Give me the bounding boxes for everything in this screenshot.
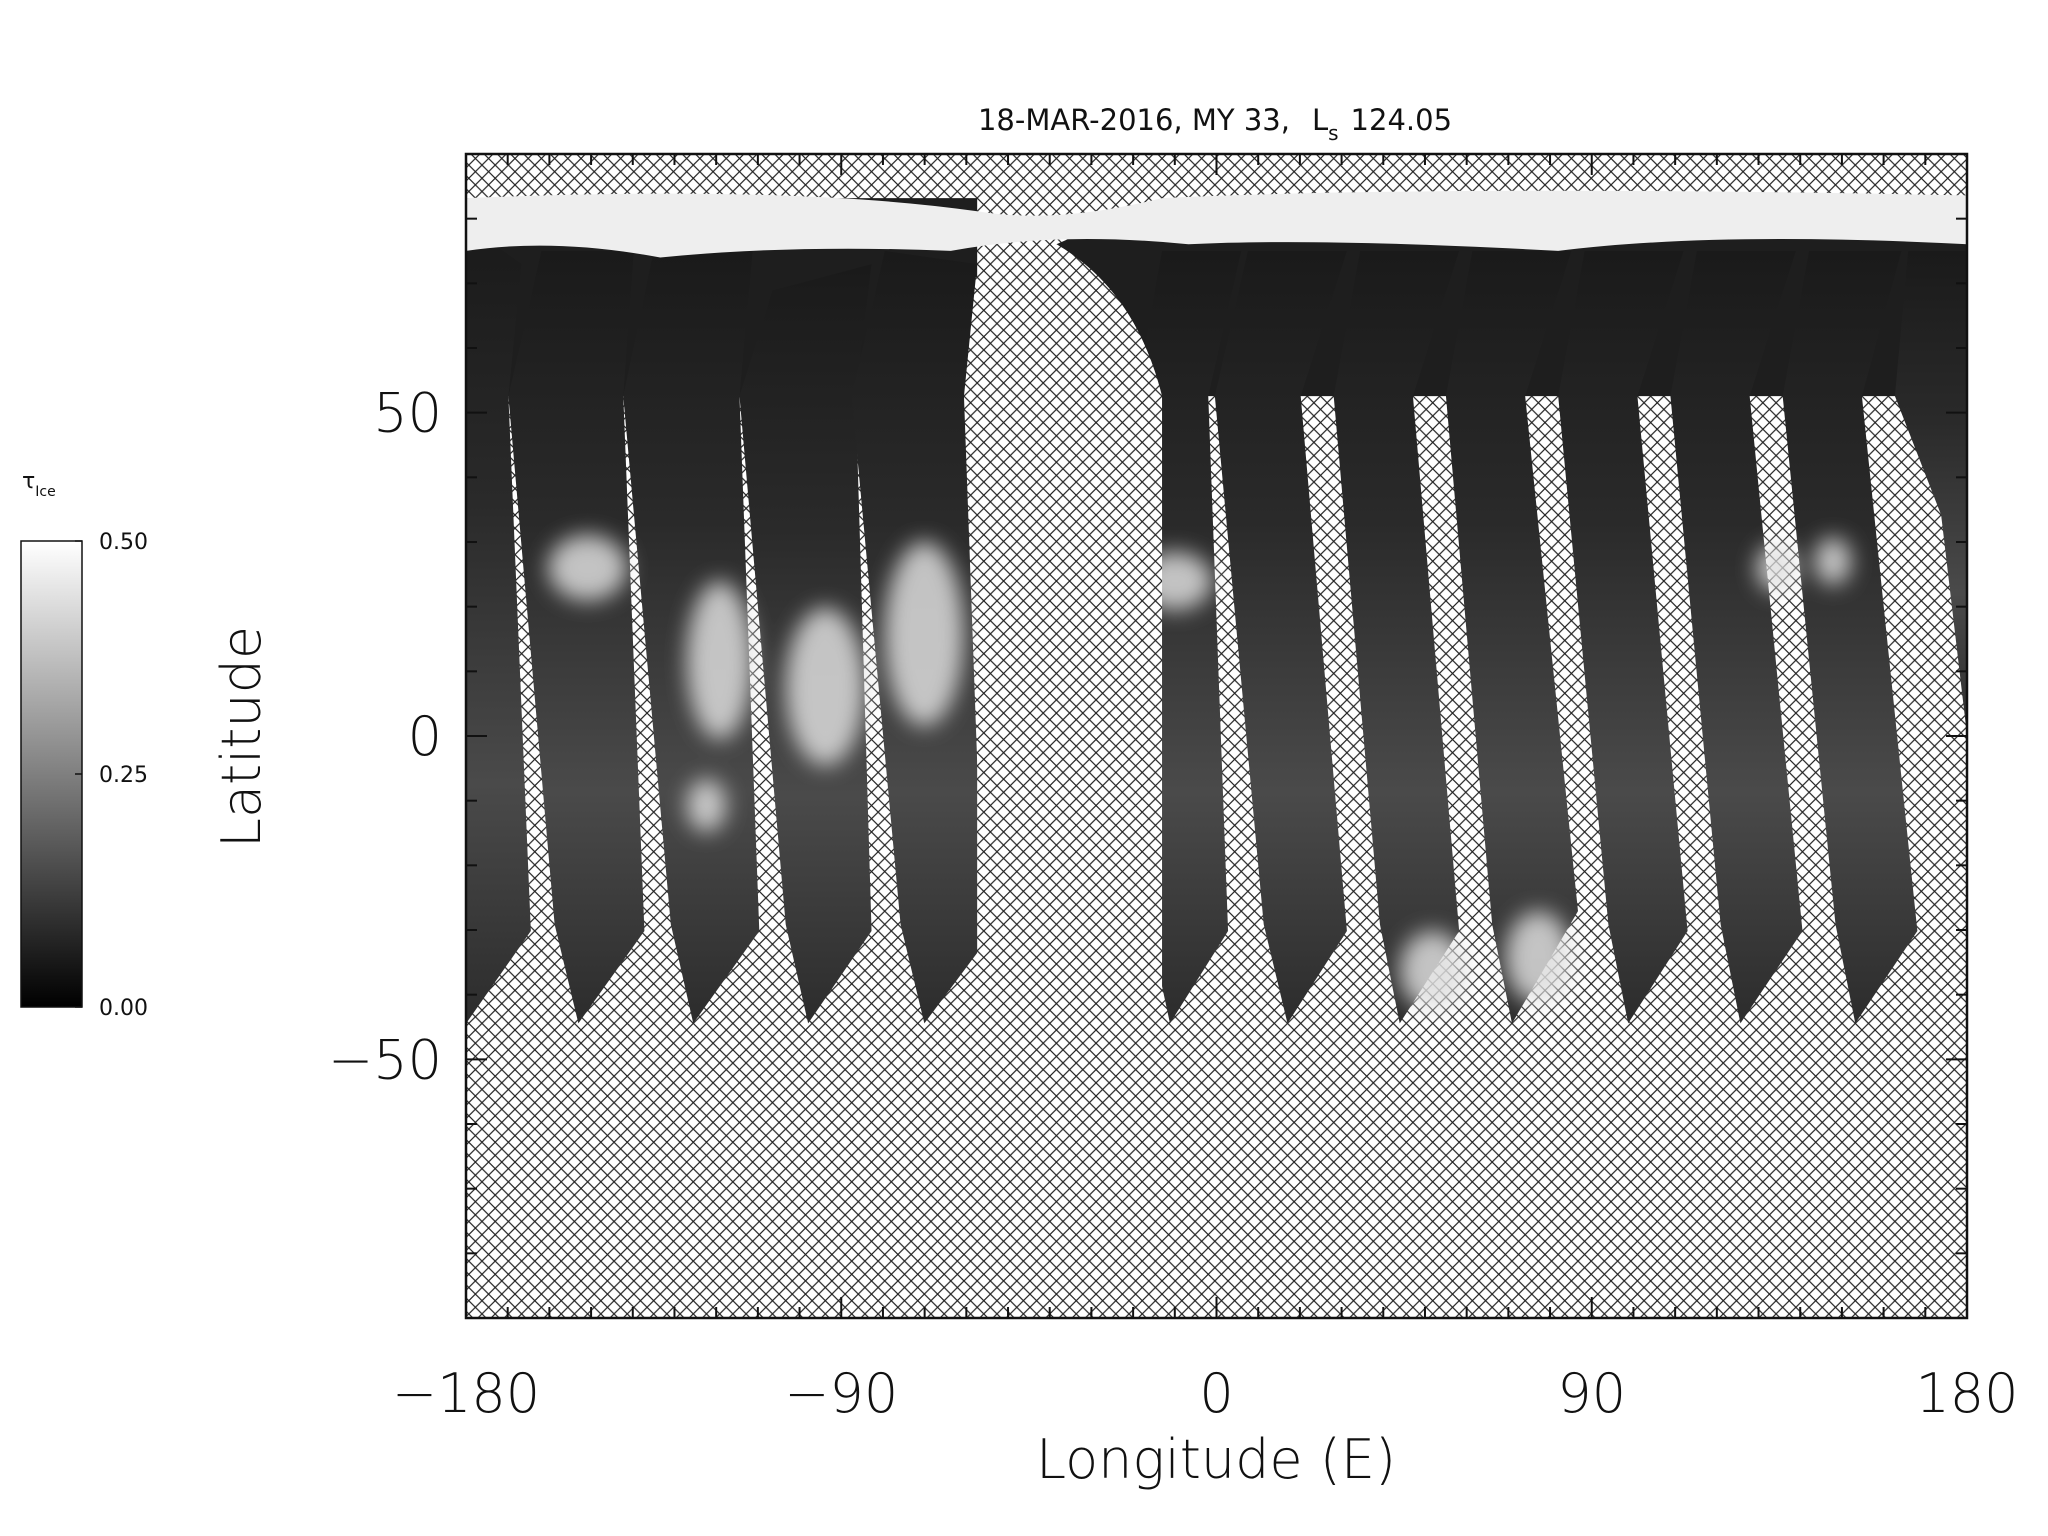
title-ls: L: [1312, 103, 1328, 137]
colorbar-symbol: τ: [22, 469, 35, 494]
colorbar: [20, 540, 83, 1008]
x-tick-label: 90: [1557, 1362, 1626, 1425]
y-tick-label: −50: [328, 1028, 442, 1091]
x-tick-label: −90: [784, 1362, 898, 1425]
x-tick-label: −180: [392, 1362, 540, 1425]
y-tick-label: 0: [408, 705, 442, 768]
x-tick-label: 180: [1915, 1362, 2018, 1425]
colorbar-tick-label: 0.25: [99, 763, 148, 788]
map-imagery: [466, 154, 1968, 1318]
colorbar-tick-label: 0.00: [99, 996, 148, 1021]
x-axis-label: Longitude (E): [1036, 1428, 1396, 1491]
y-axis-label: Latitude: [210, 626, 273, 848]
colorbar-label: τIce: [22, 469, 56, 500]
y-tick-label: 50: [373, 382, 442, 445]
title-ls-value: 124.05: [1351, 103, 1452, 137]
colorbar-subscript: Ice: [35, 484, 55, 500]
x-tick-label: 0: [1199, 1362, 1233, 1425]
colorbar-tick-label: 0.50: [99, 530, 148, 555]
chart-title: 18-MAR-2016, MY 33, Ls 124.05: [978, 103, 1452, 145]
title-ls-subscript: s: [1328, 121, 1338, 145]
title-text: 18-MAR-2016, MY 33,: [978, 103, 1290, 137]
